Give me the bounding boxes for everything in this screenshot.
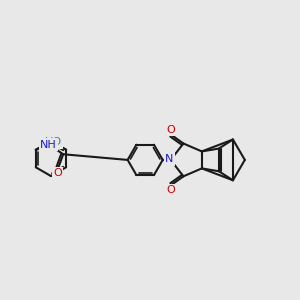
Text: O: O [167, 185, 175, 195]
Text: N: N [165, 154, 174, 164]
Text: NH: NH [40, 140, 57, 150]
Text: HO: HO [44, 137, 62, 147]
Text: O: O [53, 169, 62, 178]
Text: O: O [167, 125, 175, 135]
